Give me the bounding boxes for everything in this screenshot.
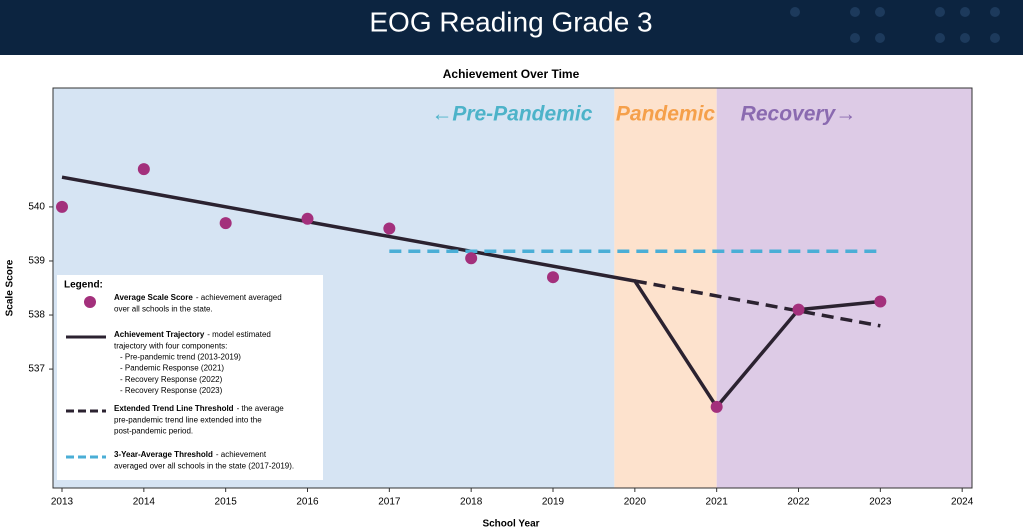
legend: Legend: Average Scale Score - achievement … — [57, 275, 323, 480]
y-tick-label: 537 — [28, 364, 45, 375]
data-point — [874, 295, 887, 308]
y-tick-label: 538 — [28, 310, 45, 321]
legend-description: - Recovery Response (2023) — [120, 386, 223, 395]
x-tick-label: 2022 — [787, 497, 810, 508]
legend-box — [57, 275, 323, 480]
data-point — [547, 271, 560, 284]
data-point — [56, 200, 69, 213]
legend-name: Average Scale Score — [114, 293, 193, 302]
region-label: Recovery→ — [741, 103, 857, 126]
data-point — [301, 212, 314, 225]
data-point — [219, 217, 232, 230]
x-tick-label: 2019 — [542, 497, 565, 508]
legend-description: - Pre-pandemic trend (2013-2019) — [120, 353, 241, 362]
x-tick-label: 2023 — [869, 497, 892, 508]
legend-marker — [84, 296, 96, 308]
y-tick-label: 539 — [28, 256, 45, 267]
data-point — [465, 252, 478, 265]
x-tick-label: 2013 — [51, 497, 74, 508]
x-tick-label: 2018 — [460, 497, 483, 508]
x-tick-label: 2015 — [215, 497, 238, 508]
legend-description: post-pandemic period. — [114, 427, 193, 436]
x-tick-label: 2020 — [624, 497, 647, 508]
legend-name: Achievement Trajectory — [114, 330, 205, 339]
region-label: Pandemic — [616, 103, 716, 126]
legend-description: - Recovery Response (2022) — [120, 375, 223, 384]
legend-description: averaged over all schools in the state (… — [114, 461, 294, 470]
banner-dots — [790, 7, 1000, 43]
data-point — [792, 303, 805, 316]
region — [716, 88, 972, 488]
legend-name: 3-Year-Average Threshold — [114, 450, 213, 459]
legend-description: pre-pandemic trend line extended into th… — [114, 415, 262, 424]
legend-description: - the average — [237, 404, 285, 413]
legend-description: - achievement — [216, 450, 267, 459]
legend-entry: 3-Year-Average Threshold - achievement — [114, 450, 267, 459]
data-point — [137, 163, 150, 176]
y-axis-label: Scale Score — [5, 259, 16, 316]
data-point — [383, 222, 396, 235]
data-point — [710, 400, 723, 413]
legend-description: - model estimated — [207, 330, 271, 339]
x-tick-label: 2021 — [706, 497, 729, 508]
x-tick-label: 2024 — [951, 497, 974, 508]
plot-frame — [52, 87, 973, 489]
legend-entry: Extended Trend Line Threshold - the avera… — [114, 404, 284, 413]
x-axis-label: School Year — [482, 519, 539, 530]
region — [614, 88, 717, 488]
page-title: EOG Reading Grade 3 — [369, 6, 652, 37]
region-label: ←Pre-Pandemic — [431, 103, 592, 126]
x-tick-label: 2014 — [133, 497, 156, 508]
y-tick-label: 540 — [28, 202, 45, 213]
legend-name: Extended Trend Line Threshold — [114, 404, 234, 413]
legend-entry: Achievement Trajectory - model estimated — [114, 330, 271, 339]
legend-description: - achievement averaged — [196, 293, 282, 302]
x-tick-label: 2017 — [378, 497, 401, 508]
series-line — [634, 279, 881, 328]
legend-description: over all schools in the state. — [114, 304, 213, 313]
legend-description: - Pandemic Response (2021) — [120, 364, 224, 373]
chart-title: Achievement Over Time — [443, 67, 580, 81]
legend-title: Legend: — [64, 280, 103, 291]
x-tick-label: 2016 — [296, 497, 319, 508]
legend-description: trajectory with four components: — [114, 341, 227, 350]
legend-entry: Average Scale Score - achievement average… — [114, 293, 282, 302]
